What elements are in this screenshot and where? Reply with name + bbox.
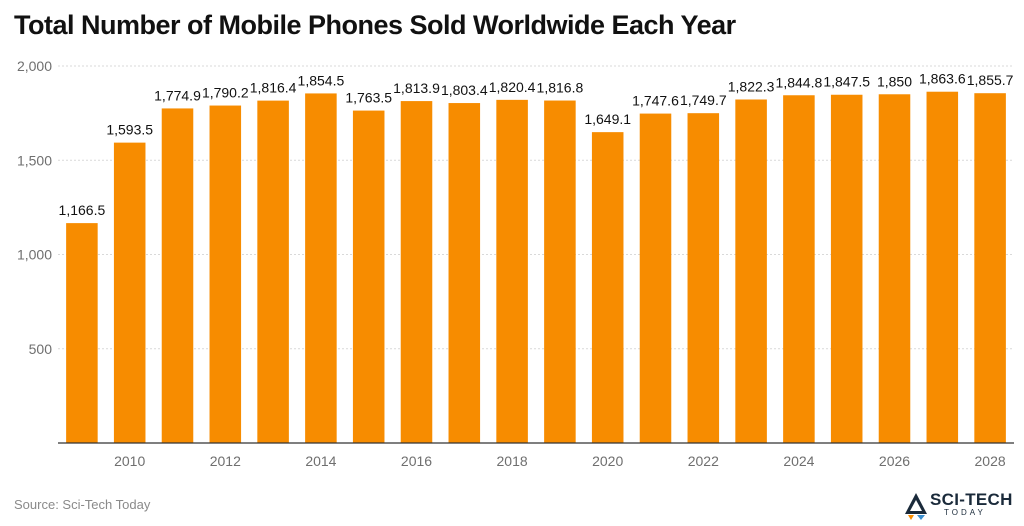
brand-name: SCI-TECH [930,490,1013,509]
bar-2010 [113,142,146,443]
chart-title: Total Number of Mobile Phones Sold World… [14,10,736,40]
x-tick-label: 2018 [497,453,528,469]
data-label: 1,803.4 [441,82,488,98]
bar-2023 [735,99,767,443]
bar-2014 [305,93,337,443]
bar-2020 [591,132,624,443]
data-label: 1,763.5 [345,90,392,106]
bar-2022 [687,113,720,443]
bar-2026 [878,94,911,444]
data-label: 1,166.5 [59,202,106,218]
x-tick-label: 2028 [975,453,1006,469]
bar-2009 [66,223,98,443]
data-label: 1,855.7 [967,72,1014,88]
bars [66,91,1006,444]
data-label: 1,822.3 [728,78,775,94]
x-tick-label: 2014 [305,453,336,469]
y-tick-label: 2,000 [17,58,52,74]
axes: 500 1,000 1,500 2,000 2010 2012 2014 2016 2018 20… [17,58,1014,469]
bar-2021 [639,113,672,444]
y-tick-label: 500 [29,341,53,357]
data-label: 1,863.6 [919,71,966,87]
bar-2025 [830,94,863,443]
y-tick-label: 1,500 [17,152,52,168]
source-note: Source: Sci-Tech Today [14,497,151,512]
data-label: 1,790.2 [202,85,249,101]
x-tick-label: 2010 [114,453,145,469]
bar-2011 [161,108,194,444]
data-label: 1,820.4 [489,79,536,95]
bar-2027 [926,91,959,444]
bar-2028 [974,93,1006,443]
data-labels: 1,166.5 1,593.5 1,774.9 1,790.2 1,816.4 1,854… [59,71,1014,218]
bar-2017 [448,103,481,444]
data-label: 1,816.4 [250,80,297,96]
bar-2015 [352,110,385,443]
data-label: 1,844.8 [776,74,823,90]
bar-2013 [257,100,289,444]
bar-chart: 1,166.5 1,593.5 1,774.9 1,790.2 1,816.4 1,854… [17,58,1014,469]
brand-tagline: TODAY [944,508,986,517]
data-label: 1,593.5 [106,122,153,138]
x-tick-label: 2012 [210,453,241,469]
bar-2016 [400,101,433,444]
data-label: 1,774.9 [154,87,201,103]
x-tick-label: 2026 [879,453,910,469]
brand-logo: SCI-TECH TODAY [904,490,1020,522]
data-label: 1,816.8 [537,80,584,96]
data-label: 1,854.5 [298,72,345,88]
x-tick-label: 2022 [688,453,719,469]
data-label: 1,749.7 [680,92,727,108]
x-tick-label: 2016 [401,453,432,469]
bar-2024 [783,95,815,444]
x-tick-label: 2024 [783,453,814,469]
data-label: 1,649.1 [584,111,631,127]
data-label: 1,813.9 [393,80,440,96]
x-tick-label: 2020 [592,453,623,469]
data-label: 1,847.5 [823,74,870,90]
bar-2019 [544,100,576,443]
data-label: 1,747.6 [632,93,679,109]
brand-mark-icon [905,493,927,520]
y-tick-label: 1,000 [17,247,52,263]
data-label: 1,850 [877,73,912,89]
bar-2018 [496,99,528,443]
gridlines [58,65,1014,350]
bar-2012 [209,105,242,443]
